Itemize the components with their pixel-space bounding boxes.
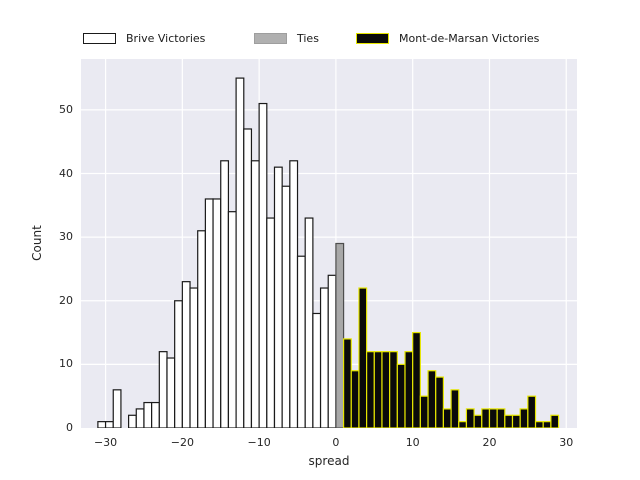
ties-swatch-icon [254,32,287,44]
histogram-bar [296,255,306,428]
histogram-bar [366,351,375,428]
histogram-svg [81,59,577,428]
histogram-bar [197,230,206,428]
histogram-bar [143,401,153,428]
histogram-bar [389,351,398,428]
histogram-bar [527,395,537,428]
histogram-bar [404,351,414,428]
histogram-bar [135,408,145,428]
histogram-bar [442,408,452,428]
histogram-bar [258,102,268,428]
histogram-bar [97,421,107,428]
histogram-bar [220,160,230,428]
histogram-bar [281,185,291,428]
histogram-bar [273,166,283,428]
x-tick-label: 30 [559,436,574,449]
histogram-bar [381,351,391,428]
histogram-bar [511,414,521,428]
histogram-bar [304,217,314,428]
legend-label: Brive Victories [126,31,206,45]
histogram-bar [335,242,345,428]
histogram-bar [465,408,475,428]
histogram-bar [481,408,491,428]
histogram-bar [289,160,299,428]
histogram-bar [412,331,421,428]
x-tick-label: −10 [247,436,271,449]
histogram-bar [534,421,544,428]
histogram-bar [266,217,276,428]
histogram-bar [419,395,429,428]
histogram-bar [327,274,337,428]
histogram-bar [550,414,560,428]
histogram-bar [427,370,437,428]
histogram-bar [350,370,360,428]
y-tick-label: 50 [59,102,73,116]
histogram-bar [342,338,352,428]
histogram-bar [435,376,445,428]
histogram-bar [373,351,383,428]
histogram-bar [166,357,176,428]
legend-label: Ties [297,31,319,45]
histogram-bar [496,408,506,428]
histogram-bar [158,351,168,428]
histogram-bar [504,414,514,428]
histogram-bar [250,160,260,428]
y-axis-label: Count [30,224,44,261]
histogram-bar [112,389,122,428]
histogram-bar [189,287,199,428]
x-axis-label: spread [308,454,350,468]
histogram-bar [450,389,460,428]
histogram-bar [227,211,237,428]
brive-swatch-icon [83,32,116,44]
y-tick-label: 10 [59,357,73,371]
y-tick-label: 0 [66,421,73,434]
legend-label: Mont-de-Marsan Victories [399,31,540,45]
histogram-bar [151,401,160,428]
histogram-bar [174,300,183,428]
x-tick-label: 20 [482,436,497,449]
histogram-bar [542,421,552,428]
legend: Brive Victories Ties Mont-de-Marsan Vict… [0,26,640,50]
histogram-bar [358,287,368,428]
legend-item-brive: Brive Victories [83,26,205,50]
mdm-swatch-icon [356,32,389,44]
plot-area [81,59,577,428]
histogram-bar [204,198,214,428]
histogram-bar [181,281,191,428]
histogram-bar [396,363,406,428]
histogram-bar [473,414,483,428]
y-tick-label: 20 [59,293,73,307]
histogram-bar [312,312,322,428]
histogram-bar [243,128,253,428]
y-tick-label: 30 [59,230,73,244]
legend-item-mdm: Mont-de-Marsan Victories [356,26,539,50]
histogram-bar [104,421,114,428]
x-tick-label: −20 [170,436,194,449]
histogram-bar [319,287,329,428]
legend-item-ties: Ties [254,26,319,50]
histogram-bar [212,198,222,428]
y-tick-label: 40 [59,166,73,180]
histogram-bar [127,414,137,428]
histogram-bar [519,408,529,428]
histogram-bar [488,408,498,428]
histogram-bar [235,77,245,428]
x-tick-label: 10 [405,436,420,449]
x-tick-label: −30 [93,436,118,449]
histogram-bar [458,421,468,428]
x-tick-label: 0 [332,436,340,449]
